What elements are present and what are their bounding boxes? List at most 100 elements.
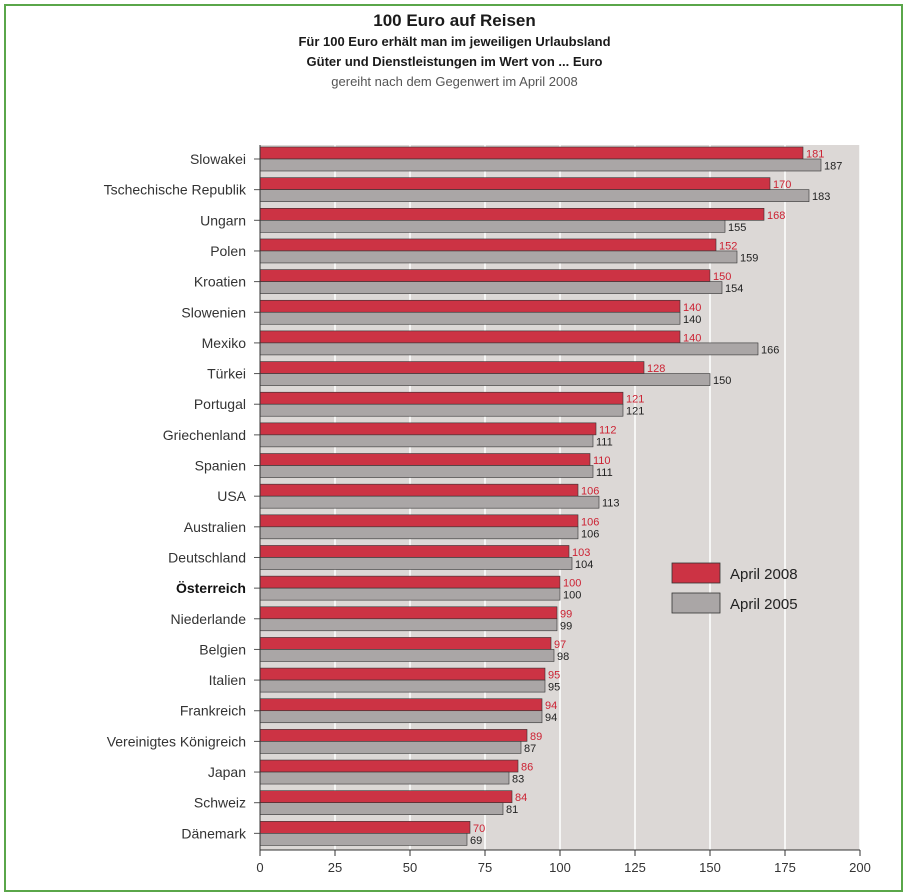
data-label: 150: [713, 271, 731, 283]
bar-b: [259, 373, 711, 386]
category-label: Tschechische Republik: [104, 182, 247, 198]
legend-label: April 2005: [730, 596, 798, 613]
category-label: Ungarn: [200, 212, 246, 228]
bar-a: [259, 483, 579, 497]
data-label: 121: [626, 394, 644, 406]
data-label: 168: [767, 210, 785, 222]
bar-b: [259, 771, 510, 785]
data-label: 140: [683, 314, 701, 326]
data-label: 183: [812, 191, 830, 203]
bar-a: [259, 238, 717, 252]
bar-a: [259, 637, 552, 650]
data-label: 113: [602, 498, 620, 510]
bar-b: [259, 220, 726, 233]
data-label: 140: [683, 302, 701, 314]
data-label: 181: [806, 149, 824, 161]
data-label: 97: [554, 639, 566, 651]
bar-a: [259, 269, 711, 282]
bar-b: [259, 311, 681, 325]
bar-b: [259, 465, 594, 478]
legend-label: April 2008: [730, 566, 798, 583]
bar-a: [259, 606, 558, 620]
bar-b: [259, 526, 579, 540]
data-label: 111: [596, 436, 613, 448]
chart-title: 100 Euro auf Reisen: [373, 11, 536, 30]
category-label: Schweiz: [194, 795, 246, 811]
bar-a: [259, 453, 591, 466]
data-label: 69: [470, 835, 482, 847]
bar-b: [259, 281, 723, 294]
chart-titles: 100 Euro auf Reisen Für 100 Euro erhält …: [0, 10, 909, 92]
bar-b: [259, 802, 504, 815]
bar-b: [259, 158, 822, 172]
category-label: Frankreich: [180, 703, 246, 719]
category-label: Polen: [210, 243, 246, 259]
category-label: Griechenland: [163, 427, 246, 443]
data-label: 140: [683, 332, 701, 344]
data-label: 84: [515, 792, 527, 804]
x-tick-label: 200: [849, 860, 871, 875]
bar-a: [259, 575, 561, 589]
category-label: Österreich: [176, 580, 246, 596]
bar-a: [259, 391, 624, 405]
data-label: 95: [548, 682, 560, 694]
bar-a: [259, 330, 681, 344]
x-tick-label: 175: [774, 860, 796, 875]
bar-b: [259, 618, 558, 632]
bar-b: [259, 679, 546, 693]
data-label: 106: [581, 486, 599, 498]
legend-swatch: [671, 562, 721, 584]
category-label: Belgien: [199, 641, 246, 657]
bar-b: [259, 403, 624, 417]
data-label: 100: [563, 578, 581, 590]
category-label: Mexiko: [202, 335, 247, 351]
category-label: Portugal: [194, 396, 246, 412]
x-tick-label: 0: [256, 860, 263, 875]
data-label: 106: [581, 528, 599, 540]
bar-b: [259, 557, 573, 570]
category-label: Slowakei: [190, 151, 246, 167]
category-label: Niederlande: [171, 611, 247, 627]
bar-b: [259, 710, 543, 724]
category-label: Japan: [208, 764, 246, 780]
bar-a: [259, 514, 579, 528]
data-label: 159: [740, 252, 758, 264]
chart-subtitle-2: Güter und Dienstleistungen im Wert von .…: [306, 54, 603, 69]
data-label: 86: [521, 762, 533, 774]
category-label: Australien: [184, 519, 246, 535]
data-label: 81: [506, 804, 518, 816]
data-label: 94: [545, 700, 557, 712]
x-tick-label: 125: [624, 860, 646, 875]
bar-a: [259, 177, 771, 190]
bar-b: [259, 189, 810, 202]
data-label: 121: [626, 406, 644, 418]
bar-a: [259, 361, 645, 374]
data-label: 87: [524, 743, 536, 755]
bar-b: [259, 342, 759, 356]
data-label: 110: [593, 455, 611, 467]
bar-a: [259, 667, 546, 681]
bar-a: [259, 208, 765, 221]
data-label: 106: [581, 516, 599, 528]
bar-b: [259, 250, 738, 264]
bar-a: [259, 759, 519, 773]
category-label: Italien: [209, 672, 246, 688]
bar-a: [259, 698, 543, 712]
data-label: 155: [728, 222, 746, 234]
data-label: 154: [725, 283, 743, 295]
data-label: 128: [647, 363, 665, 375]
x-tick-label: 150: [699, 860, 721, 875]
data-label: 99: [560, 620, 572, 632]
chart-subtitle-1: Für 100 Euro erhält man im jeweiligen Ur…: [298, 34, 611, 49]
data-label: 170: [773, 179, 791, 191]
x-tick-label: 25: [328, 860, 342, 875]
x-tick-label: 50: [403, 860, 417, 875]
bar-b: [259, 741, 522, 754]
data-label: 166: [761, 344, 779, 356]
category-label: USA: [217, 488, 246, 504]
category-label: Türkei: [207, 366, 246, 382]
bar-a: [259, 146, 804, 160]
category-label: Slowenien: [181, 304, 246, 320]
bar-a: [259, 422, 597, 436]
